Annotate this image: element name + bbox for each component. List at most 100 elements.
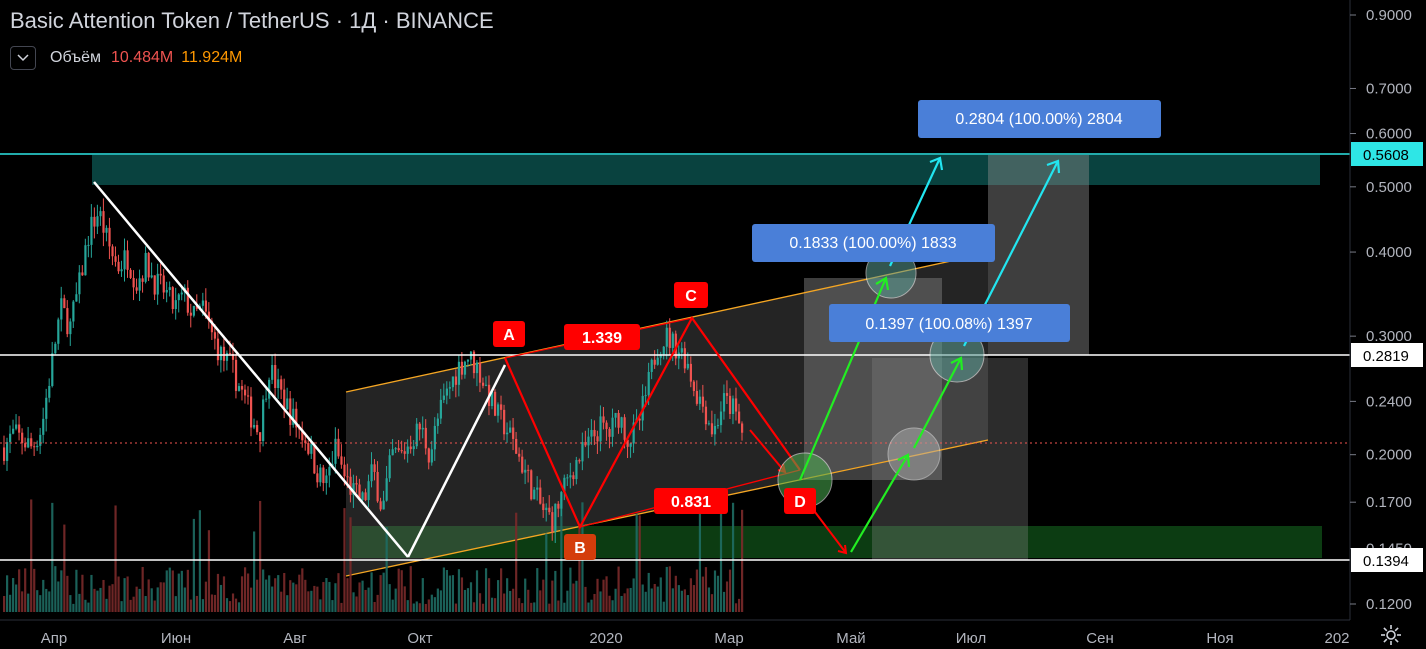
volume-bar xyxy=(704,567,708,612)
candles xyxy=(3,198,744,543)
candle-body xyxy=(539,487,542,504)
volume-bar xyxy=(84,599,87,612)
volume-bar xyxy=(72,603,75,612)
volume-bar xyxy=(722,591,726,612)
candle-body xyxy=(472,351,476,374)
price-tick-label: 0.1200 xyxy=(1366,596,1412,613)
volume-bar xyxy=(560,498,563,612)
candle-body xyxy=(605,422,608,429)
volume-bar xyxy=(129,599,132,612)
volume-bar xyxy=(584,586,587,612)
red-arrow-2-head xyxy=(837,544,848,555)
volume-bar xyxy=(262,569,265,612)
volume-value-1: 10.484M xyxy=(110,49,174,66)
volume-bar xyxy=(346,578,349,612)
candle-body xyxy=(78,272,81,295)
candle-body xyxy=(409,446,412,450)
volume-bar xyxy=(385,527,388,612)
time-tick-label: Мар xyxy=(714,630,743,647)
candle-body xyxy=(683,348,686,369)
volume-bar xyxy=(490,597,494,612)
candle-body xyxy=(608,428,611,437)
volume-bar xyxy=(614,588,617,612)
volume-bar xyxy=(274,578,277,612)
volume-bar xyxy=(126,576,129,612)
volume-bar xyxy=(563,602,566,612)
candle-body xyxy=(99,211,102,217)
candle-body xyxy=(207,311,211,321)
candle-body xyxy=(533,489,536,500)
ratio-label-ac: 1.339 xyxy=(564,324,640,350)
candle-body xyxy=(352,483,355,495)
volume-bar xyxy=(394,588,397,612)
volume-bar xyxy=(174,596,177,612)
volume-bar xyxy=(295,584,298,612)
chart-settings-button[interactable] xyxy=(1378,622,1404,648)
volume-bar xyxy=(665,566,668,612)
volume-bar xyxy=(147,579,150,612)
candle-body xyxy=(259,432,262,442)
label-a: A xyxy=(493,321,525,347)
price-axis[interactable]: 0.9000 0.7000 0.6000 0.5000 0.4000 0.3000 0.24… xyxy=(1349,0,1412,620)
candle-body xyxy=(572,475,575,480)
volume-bar xyxy=(575,580,578,612)
candle-body xyxy=(219,346,223,361)
candle-body xyxy=(328,467,331,476)
candle-body xyxy=(653,359,656,365)
volume-bar xyxy=(671,588,674,612)
candle-body xyxy=(704,406,708,425)
volume-bar xyxy=(503,593,506,612)
candle-body xyxy=(602,416,605,423)
volume-bar xyxy=(373,601,376,612)
volume-bar xyxy=(692,585,696,612)
candle-body xyxy=(481,382,485,386)
candle-body xyxy=(692,381,696,391)
volume-bar xyxy=(469,582,473,612)
volume-bar xyxy=(539,590,542,612)
candle-body xyxy=(210,320,214,333)
candle-body xyxy=(240,386,244,390)
candle-body xyxy=(581,442,584,462)
candle-body xyxy=(75,294,78,302)
volume-bar xyxy=(36,590,39,612)
volume-bar xyxy=(301,568,304,612)
candle-body xyxy=(590,429,593,437)
volume-bar xyxy=(641,584,644,612)
candle-body xyxy=(403,451,406,454)
candle-body xyxy=(370,464,373,482)
candle-body xyxy=(611,417,614,437)
time-tick-label: Июн xyxy=(161,630,191,647)
time-tick-label: Май xyxy=(836,630,865,647)
volume-bar xyxy=(210,594,214,612)
candle-body xyxy=(734,398,738,412)
volume-bar xyxy=(397,568,400,612)
candle-body xyxy=(292,408,295,425)
candle-body xyxy=(560,492,563,509)
candle-body xyxy=(382,500,385,510)
price-tick-label: 0.2000 xyxy=(1366,447,1412,464)
volume-bar xyxy=(171,570,174,612)
volume-bar xyxy=(713,570,717,612)
candle-body xyxy=(174,300,177,310)
candle-body xyxy=(445,388,448,396)
volume-bar xyxy=(111,584,114,612)
volume-bar xyxy=(9,594,12,612)
candle-body xyxy=(286,398,289,410)
volume-bar xyxy=(683,589,686,612)
volume-bar xyxy=(298,574,301,612)
candle-body xyxy=(358,484,361,500)
candle-body xyxy=(27,438,30,448)
candle-body xyxy=(243,389,247,396)
collapse-legend-button[interactable] xyxy=(10,46,36,70)
volume-bar xyxy=(114,505,117,612)
volume-bar xyxy=(277,575,280,612)
candle-body xyxy=(367,481,370,501)
volume-bar xyxy=(569,567,572,612)
candle-body xyxy=(638,418,641,421)
volume-bar xyxy=(331,600,334,612)
volume-bar xyxy=(132,596,135,612)
candle-body xyxy=(698,396,702,404)
red-arrow-1 xyxy=(749,429,786,473)
time-axis[interactable]: Апр Июн Авг Окт 2020 Мар Май Июл Сен Ноя 202 xyxy=(0,619,1350,647)
